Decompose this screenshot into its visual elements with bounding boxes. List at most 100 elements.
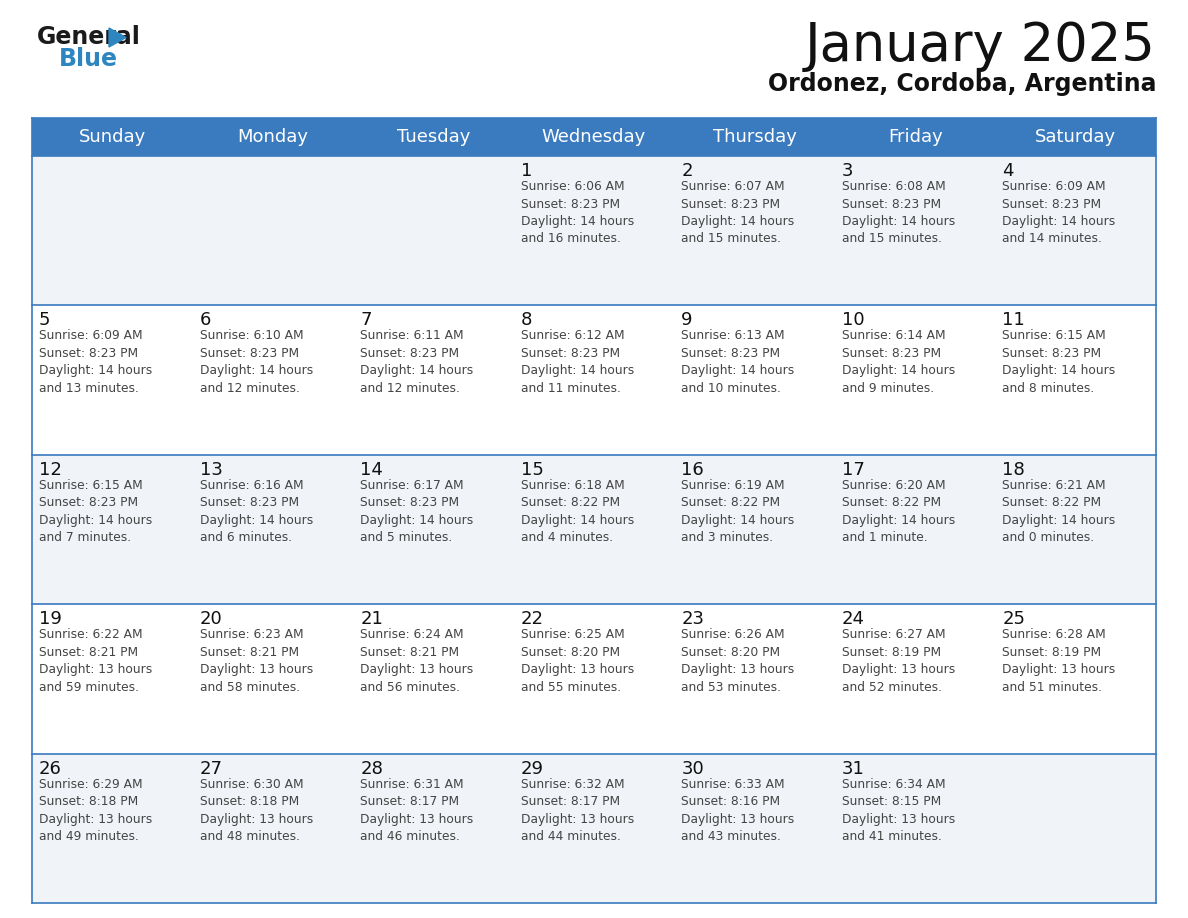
Text: Sunday: Sunday: [78, 128, 146, 146]
Text: Sunrise: 6:16 AM
Sunset: 8:23 PM
Daylight: 14 hours
and 6 minutes.: Sunrise: 6:16 AM Sunset: 8:23 PM Dayligh…: [200, 479, 312, 544]
Text: Blue: Blue: [59, 47, 118, 71]
Bar: [675, 156, 835, 306]
Text: 13: 13: [200, 461, 222, 479]
Text: Sunrise: 6:11 AM
Sunset: 8:23 PM
Daylight: 14 hours
and 12 minutes.: Sunrise: 6:11 AM Sunset: 8:23 PM Dayligh…: [360, 330, 473, 395]
Text: 30: 30: [681, 759, 704, 778]
Bar: [675, 604, 835, 754]
Bar: [675, 454, 835, 604]
Bar: [675, 306, 835, 454]
Bar: [192, 454, 353, 604]
Text: 27: 27: [200, 759, 222, 778]
Text: Thursday: Thursday: [713, 128, 796, 146]
Text: 12: 12: [39, 461, 62, 479]
Text: Sunrise: 6:28 AM
Sunset: 8:19 PM
Daylight: 13 hours
and 51 minutes.: Sunrise: 6:28 AM Sunset: 8:19 PM Dayligh…: [1003, 628, 1116, 694]
Bar: [835, 754, 996, 903]
Text: 16: 16: [681, 461, 704, 479]
Text: Tuesday: Tuesday: [397, 128, 470, 146]
Text: 24: 24: [842, 610, 865, 628]
Text: Sunrise: 6:13 AM
Sunset: 8:23 PM
Daylight: 14 hours
and 10 minutes.: Sunrise: 6:13 AM Sunset: 8:23 PM Dayligh…: [681, 330, 795, 395]
Text: Ordonez, Cordoba, Argentina: Ordonez, Cordoba, Argentina: [767, 72, 1156, 96]
Text: Sunrise: 6:24 AM
Sunset: 8:21 PM
Daylight: 13 hours
and 56 minutes.: Sunrise: 6:24 AM Sunset: 8:21 PM Dayligh…: [360, 628, 473, 694]
Text: Sunrise: 6:26 AM
Sunset: 8:20 PM
Daylight: 13 hours
and 53 minutes.: Sunrise: 6:26 AM Sunset: 8:20 PM Dayligh…: [681, 628, 795, 694]
Text: Wednesday: Wednesday: [542, 128, 646, 146]
Text: Sunrise: 6:15 AM
Sunset: 8:23 PM
Daylight: 14 hours
and 7 minutes.: Sunrise: 6:15 AM Sunset: 8:23 PM Dayligh…: [39, 479, 152, 544]
Text: 14: 14: [360, 461, 383, 479]
Text: Sunrise: 6:23 AM
Sunset: 8:21 PM
Daylight: 13 hours
and 58 minutes.: Sunrise: 6:23 AM Sunset: 8:21 PM Dayligh…: [200, 628, 312, 694]
Bar: [32, 156, 192, 306]
Text: 19: 19: [39, 610, 62, 628]
Text: Sunrise: 6:20 AM
Sunset: 8:22 PM
Daylight: 14 hours
and 1 minute.: Sunrise: 6:20 AM Sunset: 8:22 PM Dayligh…: [842, 479, 955, 544]
Bar: [675, 754, 835, 903]
Text: 21: 21: [360, 610, 383, 628]
Bar: [353, 454, 513, 604]
Text: 7: 7: [360, 311, 372, 330]
Text: Sunrise: 6:17 AM
Sunset: 8:23 PM
Daylight: 14 hours
and 5 minutes.: Sunrise: 6:17 AM Sunset: 8:23 PM Dayligh…: [360, 479, 473, 544]
Text: 17: 17: [842, 461, 865, 479]
Bar: [32, 454, 192, 604]
Bar: [192, 156, 353, 306]
Text: Sunrise: 6:08 AM
Sunset: 8:23 PM
Daylight: 14 hours
and 15 minutes.: Sunrise: 6:08 AM Sunset: 8:23 PM Dayligh…: [842, 180, 955, 245]
Text: Sunrise: 6:09 AM
Sunset: 8:23 PM
Daylight: 14 hours
and 14 minutes.: Sunrise: 6:09 AM Sunset: 8:23 PM Dayligh…: [1003, 180, 1116, 245]
Bar: [353, 754, 513, 903]
Text: Sunrise: 6:19 AM
Sunset: 8:22 PM
Daylight: 14 hours
and 3 minutes.: Sunrise: 6:19 AM Sunset: 8:22 PM Dayligh…: [681, 479, 795, 544]
Bar: [353, 306, 513, 454]
Text: 15: 15: [520, 461, 544, 479]
Text: Friday: Friday: [887, 128, 942, 146]
Text: 4: 4: [1003, 162, 1013, 180]
Bar: [835, 306, 996, 454]
Text: 11: 11: [1003, 311, 1025, 330]
Text: Sunrise: 6:22 AM
Sunset: 8:21 PM
Daylight: 13 hours
and 59 minutes.: Sunrise: 6:22 AM Sunset: 8:21 PM Dayligh…: [39, 628, 152, 694]
Bar: [996, 454, 1156, 604]
Text: 31: 31: [842, 759, 865, 778]
Bar: [32, 118, 1156, 156]
Text: Sunrise: 6:21 AM
Sunset: 8:22 PM
Daylight: 14 hours
and 0 minutes.: Sunrise: 6:21 AM Sunset: 8:22 PM Dayligh…: [1003, 479, 1116, 544]
Text: 10: 10: [842, 311, 865, 330]
Text: Saturday: Saturday: [1035, 128, 1117, 146]
Text: 2: 2: [681, 162, 693, 180]
Text: 9: 9: [681, 311, 693, 330]
Text: 8: 8: [520, 311, 532, 330]
Text: 1: 1: [520, 162, 532, 180]
Text: 18: 18: [1003, 461, 1025, 479]
Bar: [513, 454, 675, 604]
Text: 6: 6: [200, 311, 211, 330]
Text: Sunrise: 6:07 AM
Sunset: 8:23 PM
Daylight: 14 hours
and 15 minutes.: Sunrise: 6:07 AM Sunset: 8:23 PM Dayligh…: [681, 180, 795, 245]
Text: Sunrise: 6:15 AM
Sunset: 8:23 PM
Daylight: 14 hours
and 8 minutes.: Sunrise: 6:15 AM Sunset: 8:23 PM Dayligh…: [1003, 330, 1116, 395]
Text: 5: 5: [39, 311, 51, 330]
Text: Sunrise: 6:06 AM
Sunset: 8:23 PM
Daylight: 14 hours
and 16 minutes.: Sunrise: 6:06 AM Sunset: 8:23 PM Dayligh…: [520, 180, 634, 245]
Text: 22: 22: [520, 610, 544, 628]
Bar: [192, 306, 353, 454]
Text: General: General: [37, 25, 141, 49]
Bar: [513, 604, 675, 754]
Text: Sunrise: 6:29 AM
Sunset: 8:18 PM
Daylight: 13 hours
and 49 minutes.: Sunrise: 6:29 AM Sunset: 8:18 PM Dayligh…: [39, 778, 152, 843]
Text: Sunrise: 6:34 AM
Sunset: 8:15 PM
Daylight: 13 hours
and 41 minutes.: Sunrise: 6:34 AM Sunset: 8:15 PM Dayligh…: [842, 778, 955, 843]
Text: 28: 28: [360, 759, 383, 778]
Bar: [513, 754, 675, 903]
Bar: [996, 604, 1156, 754]
Text: 29: 29: [520, 759, 544, 778]
Text: Sunrise: 6:14 AM
Sunset: 8:23 PM
Daylight: 14 hours
and 9 minutes.: Sunrise: 6:14 AM Sunset: 8:23 PM Dayligh…: [842, 330, 955, 395]
Text: Sunrise: 6:32 AM
Sunset: 8:17 PM
Daylight: 13 hours
and 44 minutes.: Sunrise: 6:32 AM Sunset: 8:17 PM Dayligh…: [520, 778, 634, 843]
Bar: [353, 604, 513, 754]
Bar: [835, 604, 996, 754]
Text: Sunrise: 6:27 AM
Sunset: 8:19 PM
Daylight: 13 hours
and 52 minutes.: Sunrise: 6:27 AM Sunset: 8:19 PM Dayligh…: [842, 628, 955, 694]
Bar: [32, 604, 192, 754]
Text: Sunrise: 6:09 AM
Sunset: 8:23 PM
Daylight: 14 hours
and 13 minutes.: Sunrise: 6:09 AM Sunset: 8:23 PM Dayligh…: [39, 330, 152, 395]
Bar: [513, 306, 675, 454]
Bar: [513, 156, 675, 306]
Polygon shape: [109, 28, 126, 47]
Bar: [996, 156, 1156, 306]
Bar: [996, 754, 1156, 903]
Text: Sunrise: 6:33 AM
Sunset: 8:16 PM
Daylight: 13 hours
and 43 minutes.: Sunrise: 6:33 AM Sunset: 8:16 PM Dayligh…: [681, 778, 795, 843]
Text: Monday: Monday: [238, 128, 309, 146]
Bar: [835, 454, 996, 604]
Text: Sunrise: 6:12 AM
Sunset: 8:23 PM
Daylight: 14 hours
and 11 minutes.: Sunrise: 6:12 AM Sunset: 8:23 PM Dayligh…: [520, 330, 634, 395]
Bar: [192, 754, 353, 903]
Bar: [192, 604, 353, 754]
Bar: [353, 156, 513, 306]
Bar: [996, 306, 1156, 454]
Text: Sunrise: 6:10 AM
Sunset: 8:23 PM
Daylight: 14 hours
and 12 minutes.: Sunrise: 6:10 AM Sunset: 8:23 PM Dayligh…: [200, 330, 312, 395]
Bar: [835, 156, 996, 306]
Text: 3: 3: [842, 162, 853, 180]
Text: 26: 26: [39, 759, 62, 778]
